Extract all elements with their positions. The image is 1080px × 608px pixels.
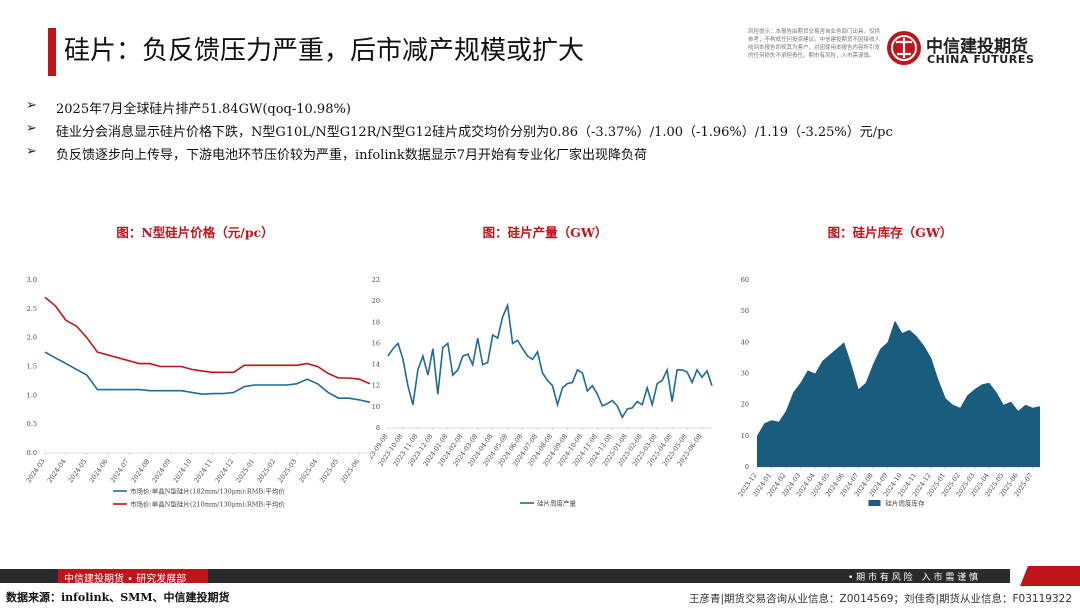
y-tick-label: 20 xyxy=(372,297,380,305)
y-tick-label: 0.0 xyxy=(27,449,37,457)
legend-label: 市场价:单晶N型硅片(182mm/130μm):RMB:平均价 xyxy=(130,487,285,496)
y-tick-label: 2.0 xyxy=(27,334,37,342)
y-tick-label: 16 xyxy=(372,339,380,347)
footer-bar xyxy=(0,569,1010,583)
footer-dept: 中信建投期货 • 研究发展部 xyxy=(64,574,187,585)
x-tick-label: 2025-04 xyxy=(297,458,319,485)
title-bar xyxy=(48,28,56,76)
x-tick-label: 2024-03 xyxy=(25,458,47,485)
legend-label: 硅片周度产量 xyxy=(537,499,577,508)
y-tick-label: 10 xyxy=(372,403,380,411)
x-tick-label: 2025-05 xyxy=(318,458,340,485)
legend-swatch xyxy=(868,500,881,506)
line xyxy=(44,351,371,404)
x-tick-label: 2024-06 xyxy=(87,458,109,485)
y-tick-label: 3.0 xyxy=(27,276,37,284)
y-tick-label: 10 xyxy=(741,432,749,440)
y-tick-label: 0 xyxy=(745,463,749,471)
line xyxy=(44,296,371,385)
chart: 8101214161820222023-09-082023-10-082023-… xyxy=(370,276,713,508)
logo-mark xyxy=(887,31,921,65)
legend-label: 市场价:单晶N型硅片(210mm/130μm):RMB:平均价 xyxy=(130,500,285,509)
footer-dept-bg xyxy=(58,569,208,583)
chart: 01020304050602023-122024-012024-022024-0… xyxy=(737,276,1040,508)
y-tick-label: 1.0 xyxy=(27,391,37,399)
bullet: 负反馈逐步向上传导，下游电池环节压价较为严重，infolink数据显示7月开始有… xyxy=(26,144,647,163)
y-tick-label: 30 xyxy=(741,370,749,378)
y-tick-label: 22 xyxy=(372,276,380,284)
x-tick-label: 2024-09 xyxy=(150,458,172,485)
y-tick-label: 0.5 xyxy=(27,420,37,428)
logo-cn: 中信建投期货 xyxy=(926,37,1028,57)
x-tick-label: 2025-06 xyxy=(339,458,361,485)
data-source: 数据来源：infolink、SMM、中信建投期货 xyxy=(6,591,230,604)
chart: 0.00.51.01.52.02.53.02024-032024-042024-… xyxy=(25,276,371,509)
footer-flag xyxy=(1020,566,1080,586)
x-tick-label: 2024-07 xyxy=(108,458,130,485)
x-tick-label: 2024-12 xyxy=(213,458,235,485)
disclaimer: 风险提示：本报告由期货交易咨询业务部门出具，仅供参考，不构成任何投资建议。中信建… xyxy=(748,29,881,59)
y-tick-label: 1.5 xyxy=(27,363,37,371)
chart-title: 图：硅片库存（GW） xyxy=(827,225,953,240)
chart-title: 图：N型硅片价格（元/pc） xyxy=(116,225,274,240)
y-tick-label: 20 xyxy=(741,401,749,409)
chart-title: 图：硅片产量（GW） xyxy=(482,225,608,240)
slide-title: 硅片：负反馈压力严重，后市减产规模或扩大 xyxy=(64,36,585,66)
x-tick-label: 2025-01 xyxy=(234,458,256,485)
y-tick-label: 8 xyxy=(376,424,380,432)
y-tick-label: 40 xyxy=(741,338,749,346)
bullet: 硅业分会消息显示硅片价格下跌，N型G10L/N型G12R/N型G12硅片成交均价… xyxy=(26,121,893,140)
x-tick-label: 2024-04 xyxy=(46,458,68,485)
bullet: 2025年7月全球硅片排产51.84GW(qoq-10.98%) xyxy=(26,98,351,117)
y-tick-label: 14 xyxy=(372,361,380,369)
analysts: 王彦青|期货交易咨询从业信息：Z0014569；刘佳奇|期货从业信息：F0311… xyxy=(688,593,1072,605)
area xyxy=(757,320,1040,467)
y-tick-label: 18 xyxy=(372,318,380,326)
logo-en: CHINA FUTURES xyxy=(927,53,1035,66)
x-tick-label: 2024-05 xyxy=(67,458,89,485)
x-tick-label: 2024-08 xyxy=(129,458,151,485)
y-tick-label: 60 xyxy=(741,276,749,284)
y-tick-label: 50 xyxy=(741,307,749,315)
y-tick-label: 2.5 xyxy=(27,305,37,313)
x-tick-label: 2025-03 xyxy=(276,458,298,485)
x-tick-label: 2024-11 xyxy=(192,458,214,485)
x-tick-label: 2025-02 xyxy=(255,458,277,485)
legend-label: 硅片周度库存 xyxy=(886,499,926,508)
y-tick-label: 12 xyxy=(372,382,380,390)
x-tick-label: 2024-10 xyxy=(171,458,193,485)
footer-risk: • 期 市 有 风 险 入 市 需 谨 慎 xyxy=(848,573,979,583)
line xyxy=(387,302,713,420)
